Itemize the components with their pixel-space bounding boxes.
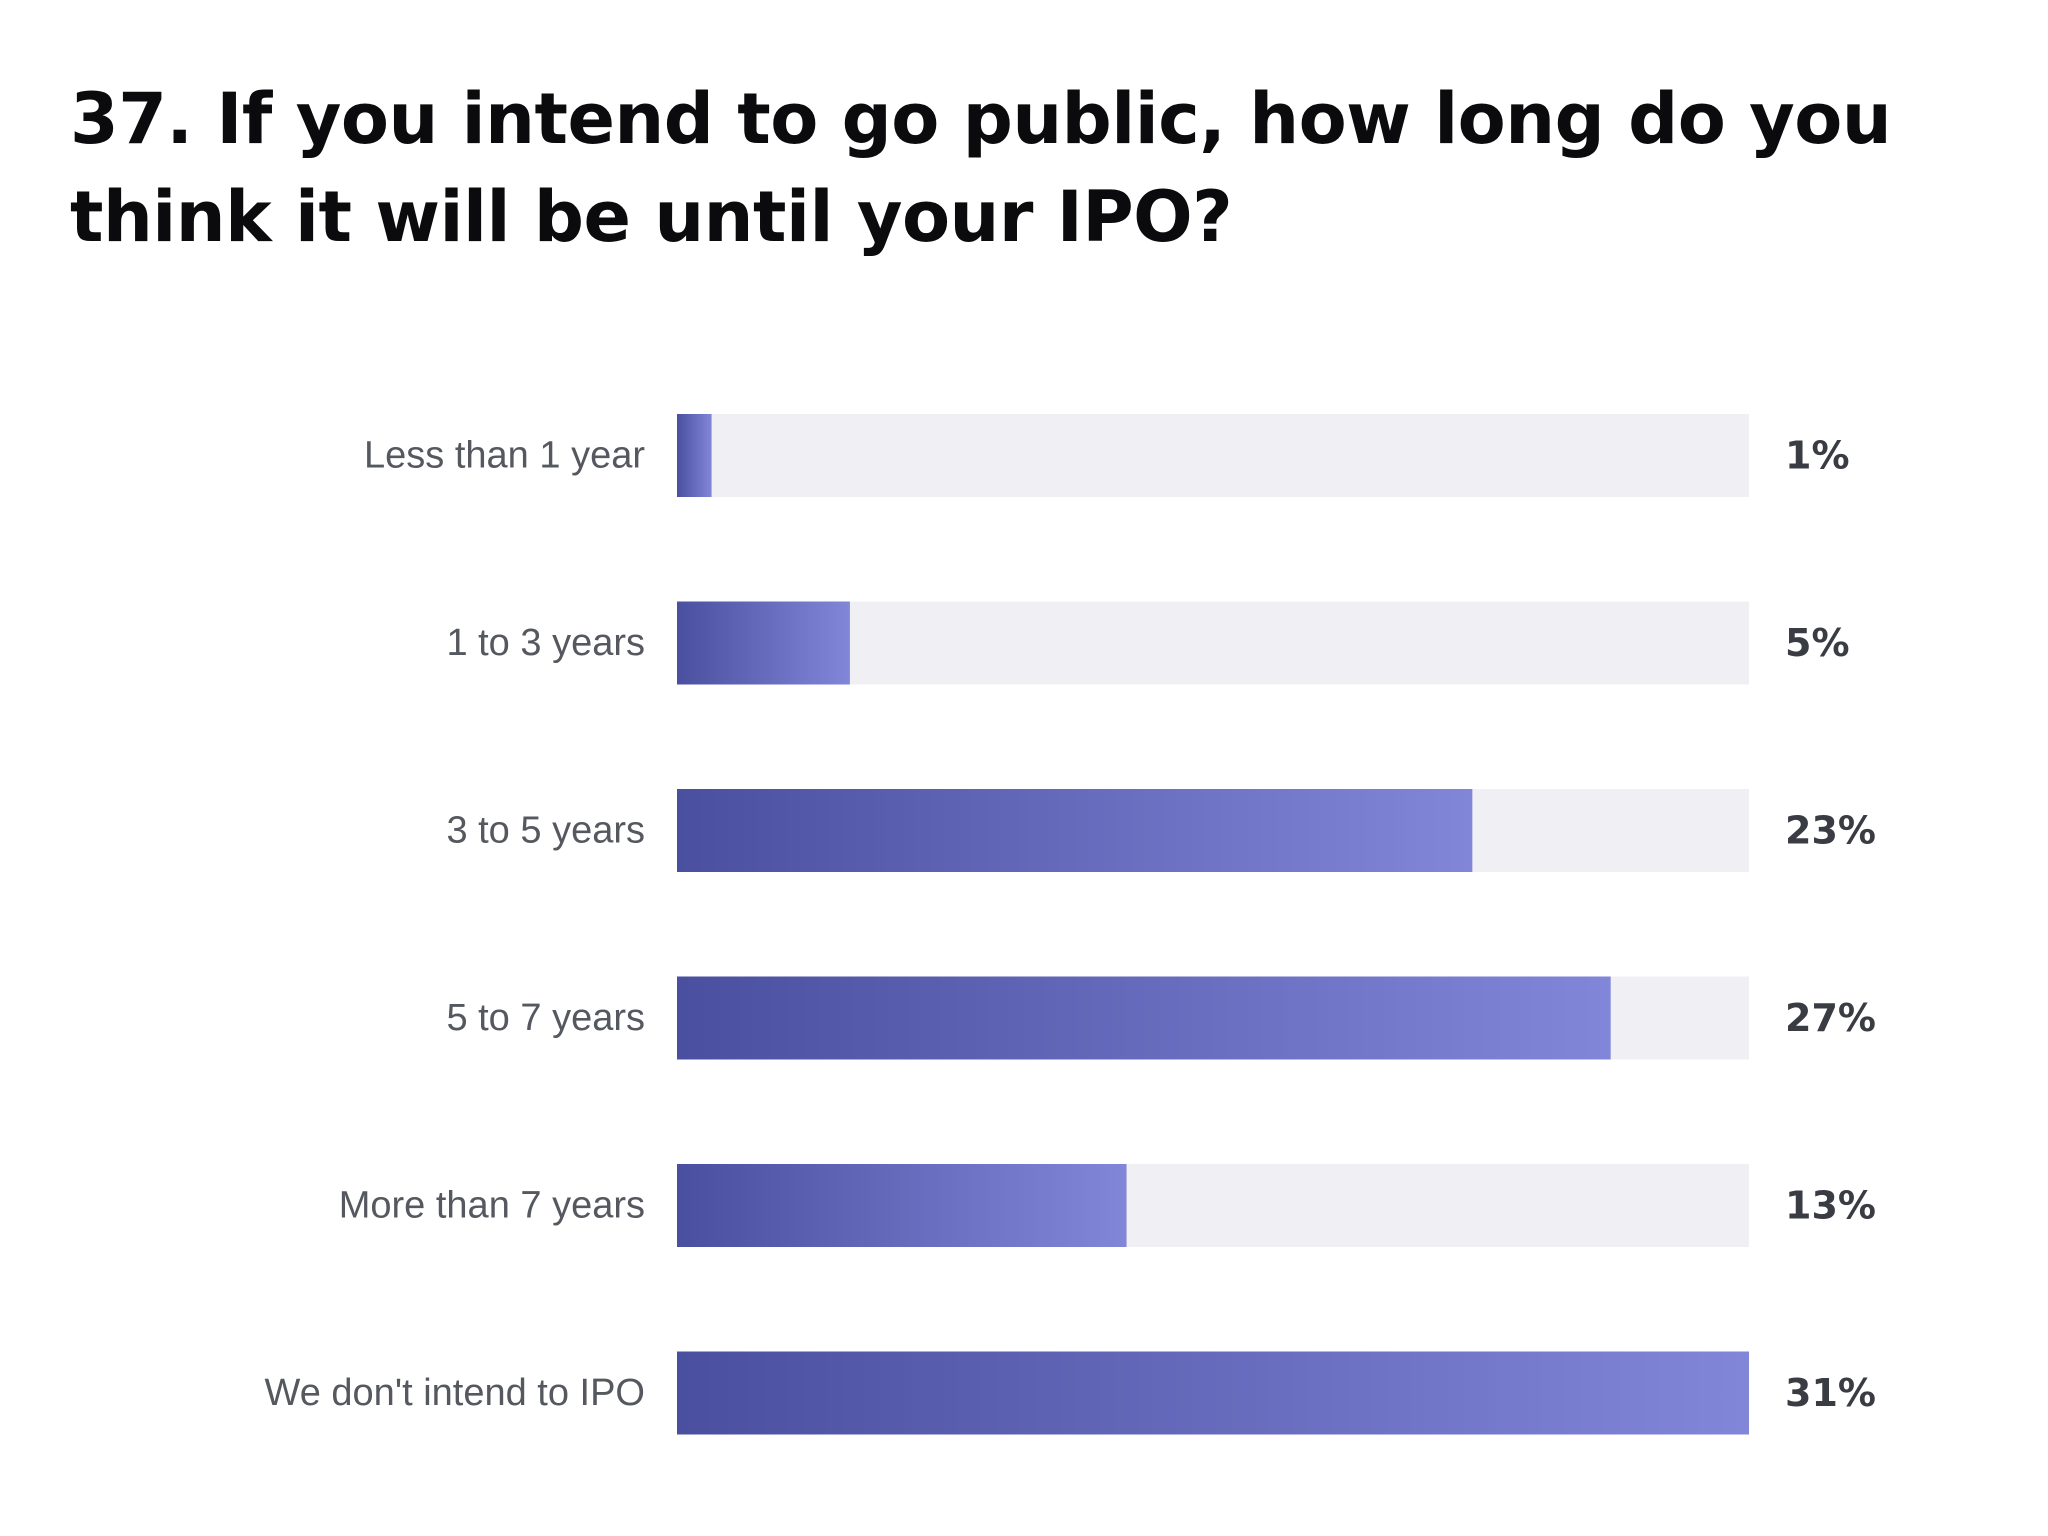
value-label: 27% bbox=[1785, 996, 1876, 1040]
category-label: Less than 1 year bbox=[364, 435, 645, 477]
category-label: More than 7 years bbox=[339, 1185, 645, 1227]
bar bbox=[677, 789, 1473, 872]
category-label: 5 to 7 years bbox=[446, 997, 645, 1039]
bar bbox=[677, 1164, 1127, 1247]
bar bbox=[677, 1351, 1749, 1435]
bar bbox=[677, 601, 850, 685]
value-label: 1% bbox=[1785, 434, 1850, 478]
chart-title: 37. If you intend to go public, how long… bbox=[70, 78, 1892, 258]
category-label: 1 to 3 years bbox=[446, 622, 645, 664]
value-label: 23% bbox=[1785, 809, 1876, 853]
bars-group: Less than 1 year 1% 1 to 3 years 5% 3 to 5 y… bbox=[265, 414, 1876, 1435]
value-label: 31% bbox=[1785, 1371, 1876, 1415]
bar bbox=[677, 976, 1611, 1060]
value-label: 13% bbox=[1785, 1184, 1876, 1228]
category-label: 3 to 5 years bbox=[446, 810, 645, 852]
value-label: 5% bbox=[1785, 621, 1850, 665]
category-label: We don't intend to IPO bbox=[265, 1372, 645, 1414]
bar-track bbox=[677, 414, 1749, 497]
bar-track bbox=[677, 601, 1749, 685]
bar bbox=[677, 414, 712, 497]
